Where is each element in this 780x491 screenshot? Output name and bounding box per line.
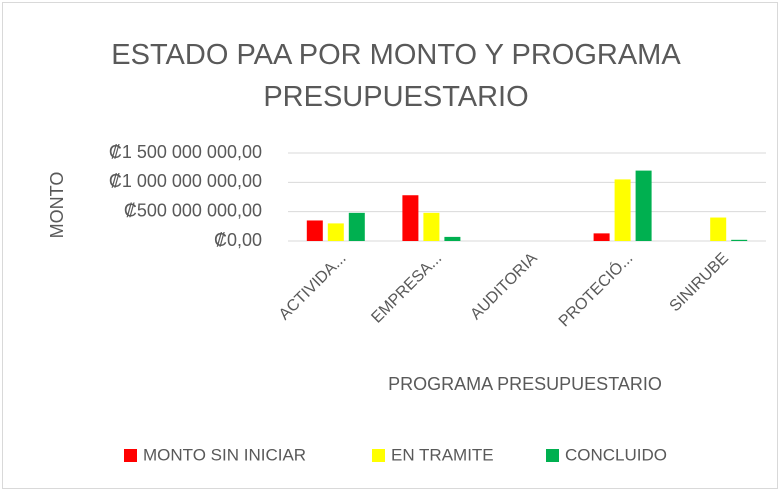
y-tick-label: ₡500 000 000,00 <box>124 200 262 220</box>
x-axis-title: PROGRAMA PRESUPUESTARIO <box>388 374 662 394</box>
bar <box>635 170 652 241</box>
legend-label: CONCLUIDO <box>565 445 667 464</box>
legend-swatch <box>124 449 137 462</box>
bar <box>593 233 610 241</box>
bar <box>731 239 748 241</box>
y-axis-title: MONTO <box>47 172 67 239</box>
legend-swatch <box>546 449 559 462</box>
bar <box>306 220 323 241</box>
bar <box>614 179 631 241</box>
bar <box>423 212 440 241</box>
y-tick-label: ₡1 500 000 000,00 <box>109 142 262 162</box>
legend-label: EN TRAMITE <box>391 445 494 464</box>
bar <box>710 217 727 241</box>
y-tick-label: ₡1 000 000 000,00 <box>109 171 262 191</box>
bar <box>402 195 419 241</box>
bar <box>444 236 461 241</box>
legend-swatch <box>372 449 385 462</box>
legend-label: MONTO SIN INICIAR <box>143 445 306 464</box>
bar <box>327 223 344 241</box>
bar <box>348 212 365 241</box>
y-tick-label: ₡0,00 <box>214 230 262 250</box>
chart-title: ESTADO PAA POR MONTO Y PROGRAMA PRESUPUE… <box>111 39 681 113</box>
